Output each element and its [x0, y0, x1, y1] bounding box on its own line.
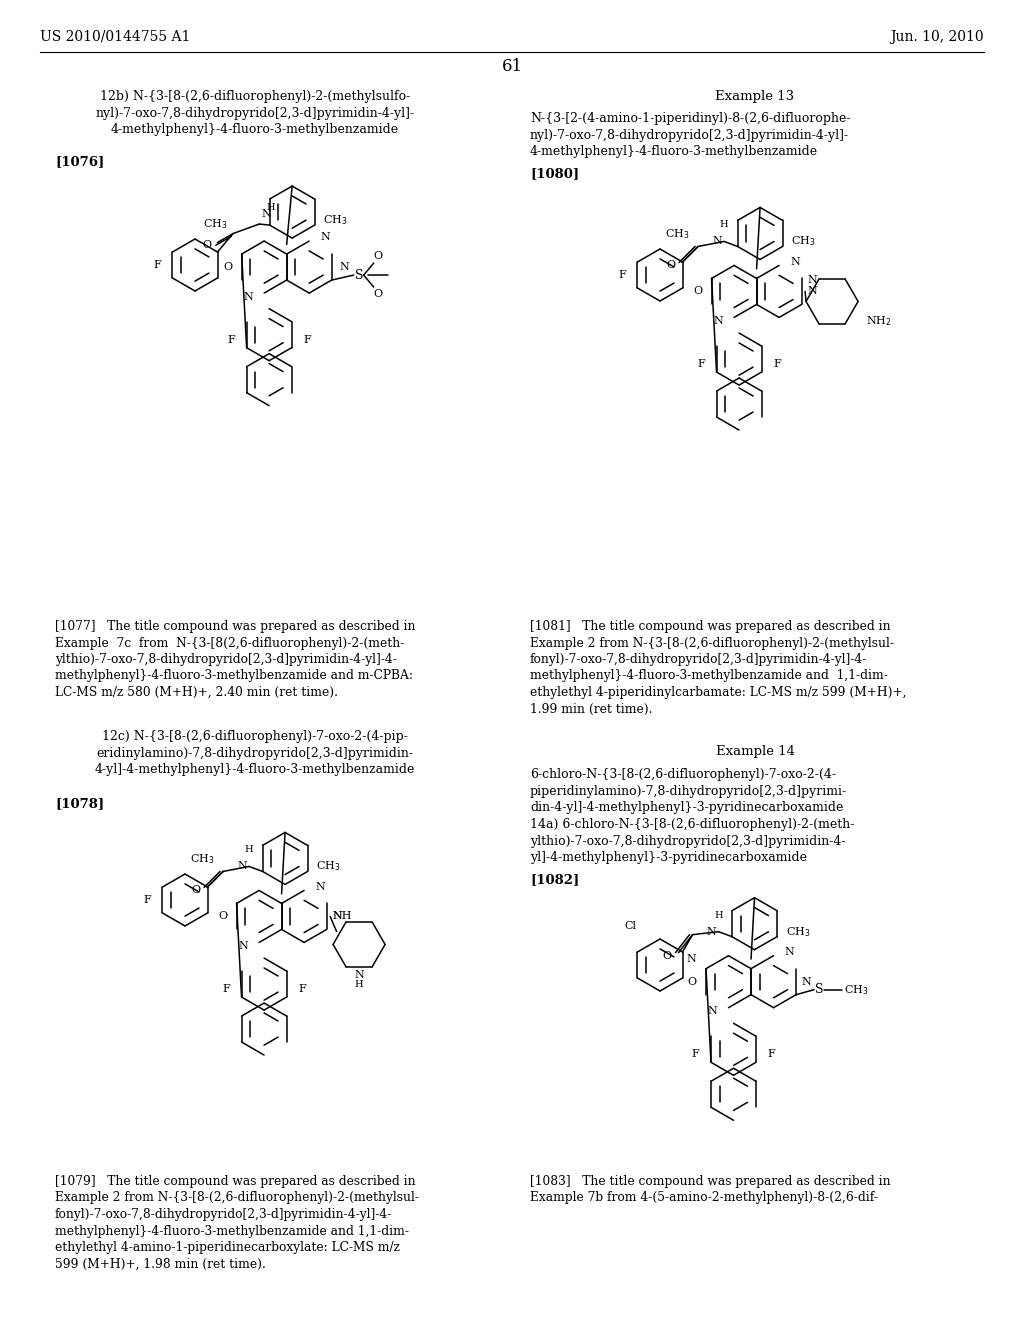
Text: [1081]   The title compound was prepared as described in
Example 2 from N-{3-[8-: [1081] The title compound was prepared a…	[530, 620, 906, 715]
Text: 61: 61	[502, 58, 522, 75]
Text: [1083]   The title compound was prepared as described in
Example 7b from 4-(5-am: [1083] The title compound was prepared a…	[530, 1175, 891, 1204]
Text: Example 14: Example 14	[716, 744, 795, 758]
Text: CH$_3$: CH$_3$	[190, 853, 215, 866]
Text: CH$_3$: CH$_3$	[785, 925, 810, 939]
Text: Example 13: Example 13	[716, 90, 795, 103]
Text: CH$_3$: CH$_3$	[665, 227, 689, 242]
Text: O: O	[190, 886, 200, 895]
Text: 6-chloro-N-{3-[8-(2,6-difluorophenyl)-7-oxo-2-(4-
piperidinylaminо)-7,8-dihydrop: 6-chloro-N-{3-[8-(2,6-difluorophenyl)-7-…	[530, 768, 847, 814]
Text: N: N	[713, 236, 722, 247]
Text: S: S	[815, 983, 823, 997]
Text: N: N	[707, 927, 717, 937]
Text: [1080]: [1080]	[530, 168, 580, 180]
Text: O: O	[223, 263, 232, 272]
Text: [1082]: [1082]	[530, 873, 580, 886]
Text: F: F	[143, 895, 151, 906]
Text: F: F	[154, 260, 161, 271]
Text: O: O	[666, 260, 675, 271]
Text: N: N	[339, 263, 349, 272]
Text: 12b) N-{3-[8-(2,6-difluorophenyl)-2-(methylsulfo-
nyl)-7-oxo-7,8-dihydropyrido[2: 12b) N-{3-[8-(2,6-difluorophenyl)-2-(met…	[95, 90, 415, 136]
Text: O: O	[687, 977, 696, 986]
Text: F: F	[298, 985, 306, 994]
Text: F: F	[303, 335, 311, 345]
Text: H: H	[720, 220, 728, 230]
Text: F: F	[692, 1049, 699, 1059]
Text: N: N	[714, 315, 723, 326]
Text: CH$_3$: CH$_3$	[324, 213, 348, 227]
Text: F: F	[773, 359, 781, 370]
Text: N: N	[791, 257, 800, 267]
Text: N: N	[321, 232, 330, 243]
Text: N: N	[708, 1006, 718, 1016]
Text: [1078]: [1078]	[55, 797, 104, 810]
Text: O: O	[218, 911, 227, 921]
Text: N: N	[807, 286, 817, 297]
Text: F: F	[697, 359, 706, 370]
Text: 14a) 6-chloro-N-{3-[8-(2,6-difluorophenyl)-2-(meth-
ylthio)-7-oxo-7,8-dihydropyr: 14a) 6-chloro-N-{3-[8-(2,6-difluoropheny…	[530, 818, 854, 865]
Text: O: O	[663, 950, 672, 961]
Text: CH$_3$: CH$_3$	[203, 218, 227, 231]
Text: N: N	[332, 911, 342, 921]
Text: N: N	[802, 977, 811, 986]
Text: [1077]   The title compound was prepared as described in
Example  7c  from  N-{3: [1077] The title compound was prepared a…	[55, 620, 416, 700]
Text: Jun. 10, 2010: Jun. 10, 2010	[891, 30, 984, 44]
Text: F: F	[227, 335, 236, 345]
Text: N: N	[315, 882, 325, 892]
Text: [1076]: [1076]	[55, 154, 104, 168]
Text: F: F	[618, 271, 626, 280]
Text: N: N	[354, 970, 364, 981]
Text: CH$_3$: CH$_3$	[316, 859, 341, 874]
Text: CH$_3$: CH$_3$	[844, 983, 868, 997]
Text: N: N	[244, 292, 253, 302]
Text: O: O	[374, 289, 383, 300]
Text: Cl: Cl	[624, 921, 636, 931]
Text: O: O	[693, 286, 702, 297]
Text: N: N	[261, 209, 271, 219]
Text: N: N	[807, 276, 817, 285]
Text: F: F	[222, 985, 230, 994]
Text: NH$_2$: NH$_2$	[866, 314, 892, 329]
Text: O: O	[374, 251, 383, 261]
Text: H: H	[266, 203, 274, 213]
Text: N: N	[686, 954, 696, 964]
Text: H: H	[245, 845, 253, 854]
Text: H: H	[714, 911, 723, 920]
Text: N: N	[238, 862, 247, 871]
Text: H: H	[354, 981, 364, 990]
Text: N: N	[239, 941, 248, 952]
Text: 12c) N-{3-[8-(2,6-difluorophenyl)-7-oxo-2-(4-pip-
eridinylamino)-7,8-dihydropyri: 12c) N-{3-[8-(2,6-difluorophenyl)-7-oxo-…	[95, 730, 415, 776]
Text: [1079]   The title compound was prepared as described in
Example 2 from N-{3-[8-: [1079] The title compound was prepared a…	[55, 1175, 419, 1270]
Text: O: O	[202, 240, 211, 249]
Text: CH$_3$: CH$_3$	[792, 235, 816, 248]
Text: S: S	[355, 268, 364, 281]
Text: N: N	[784, 946, 795, 957]
Text: N-{3-[2-(4-amino-1-piperidinyl)-8-(2,6-difluorophe-
nyl)-7-oxo-7,8-dihydropyrido: N-{3-[2-(4-amino-1-piperidinyl)-8-(2,6-d…	[530, 112, 851, 158]
Text: US 2010/0144755 A1: US 2010/0144755 A1	[40, 30, 190, 44]
Text: NH: NH	[332, 911, 351, 921]
Text: F: F	[768, 1049, 775, 1059]
